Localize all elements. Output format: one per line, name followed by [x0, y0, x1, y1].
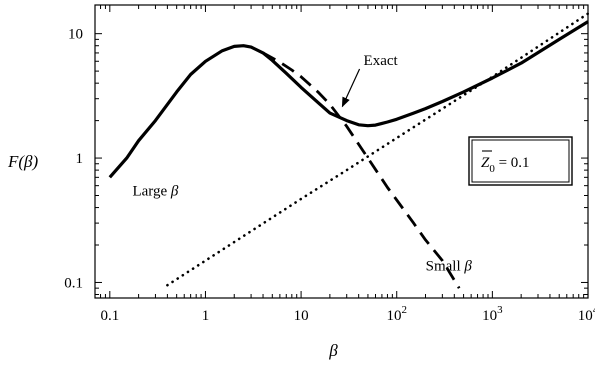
x-tick-label: 103 — [482, 304, 503, 324]
y-tick-label: 1 — [76, 151, 84, 167]
x-tick-label: 10 — [294, 308, 309, 324]
x-tick-label: 102 — [386, 304, 407, 324]
plot-frame — [94, 4, 589, 299]
parameter-text: Z0 = 0.1 — [481, 155, 530, 175]
annotation-label: Large β — [132, 184, 178, 200]
x-axis-label: β — [328, 341, 338, 360]
parameter-box-inner — [471, 139, 570, 183]
annotations-group: Exact Large β Small β Z0 = 0.1 — [132, 53, 573, 274]
series-line-dotted — [166, 12, 590, 287]
y-tick-label: 0.1 — [64, 275, 83, 291]
series-line-dashed — [262, 51, 461, 289]
annotation-arrow — [341, 68, 361, 108]
annotation-label: Small β — [426, 258, 473, 274]
parameter-box: Z0 = 0.1 — [468, 136, 573, 186]
series-line-solid — [108, 20, 589, 179]
x-tick-label: 104 — [578, 304, 595, 324]
y-tick-label: 10 — [68, 27, 83, 43]
x-tick-label: 0.1 — [100, 308, 119, 324]
labels-group: 0.1 1 10 102 103 104 0.1 1 10 β F(β) — [7, 27, 595, 360]
plot-area-border — [94, 4, 589, 299]
y-axis-label: F(β) — [7, 152, 39, 171]
ticks-group — [94, 5, 589, 298]
parameter-box-outer — [468, 136, 573, 186]
series-group — [108, 12, 590, 289]
x-tick-label: 1 — [202, 308, 210, 324]
annotation-exact-label: Exact — [364, 53, 399, 69]
